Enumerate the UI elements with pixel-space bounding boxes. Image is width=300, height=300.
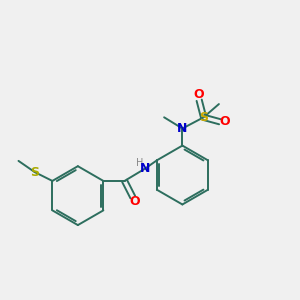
- Text: O: O: [220, 115, 230, 128]
- Text: O: O: [194, 88, 205, 101]
- Text: N: N: [177, 122, 188, 135]
- Text: O: O: [129, 195, 140, 208]
- Text: N: N: [140, 162, 150, 175]
- Text: S: S: [199, 111, 208, 124]
- Text: S: S: [30, 166, 39, 178]
- Text: H: H: [136, 158, 143, 168]
